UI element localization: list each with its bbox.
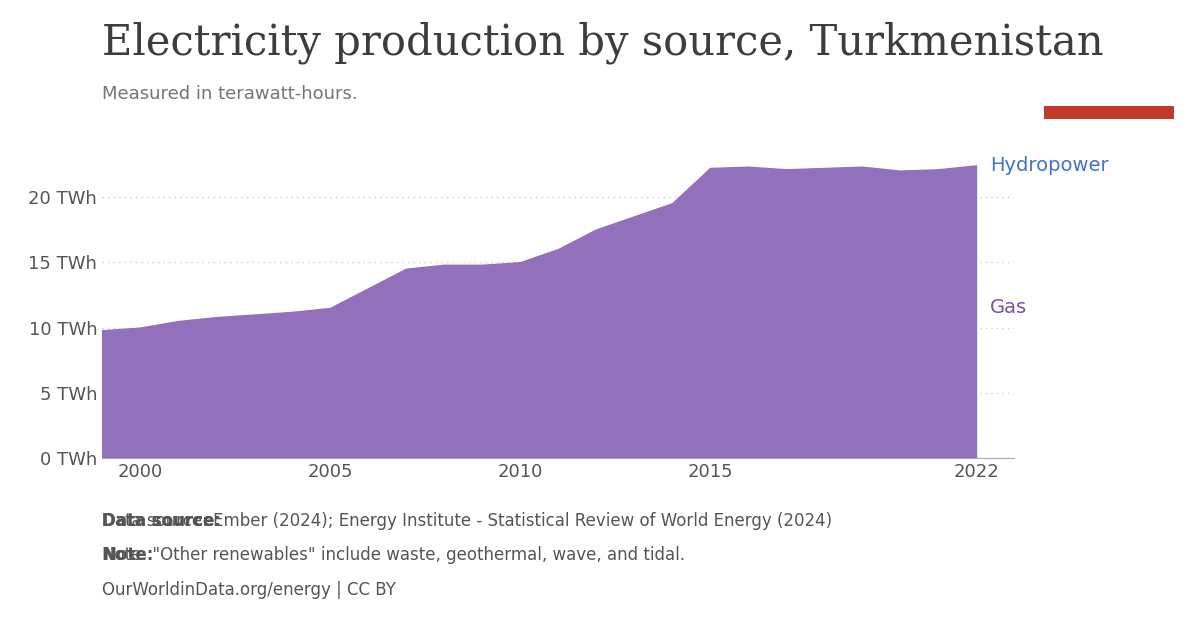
Text: Data source:: Data source:: [102, 512, 221, 530]
Text: Data source:: Data source:: [102, 512, 221, 530]
Text: Gas: Gas: [990, 298, 1027, 318]
Text: Hydropower: Hydropower: [990, 156, 1109, 175]
Text: Our World: Our World: [1066, 41, 1152, 57]
Text: OurWorldinData.org/energy | CC BY: OurWorldinData.org/energy | CC BY: [102, 581, 396, 599]
Text: Note:: Note:: [102, 546, 154, 565]
Text: in Data: in Data: [1078, 68, 1140, 83]
Text: Note: "Other renewables" include waste, geothermal, wave, and tidal.: Note: "Other renewables" include waste, …: [102, 546, 685, 565]
Text: Electricity production by source, Turkmenistan: Electricity production by source, Turkme…: [102, 22, 1104, 65]
Bar: [1044, 106, 1174, 119]
Text: Data source: Ember (2024); Energy Institute - Statistical Review of World Energy: Data source: Ember (2024); Energy Instit…: [102, 512, 832, 530]
Text: Measured in terawatt-hours.: Measured in terawatt-hours.: [102, 85, 358, 103]
